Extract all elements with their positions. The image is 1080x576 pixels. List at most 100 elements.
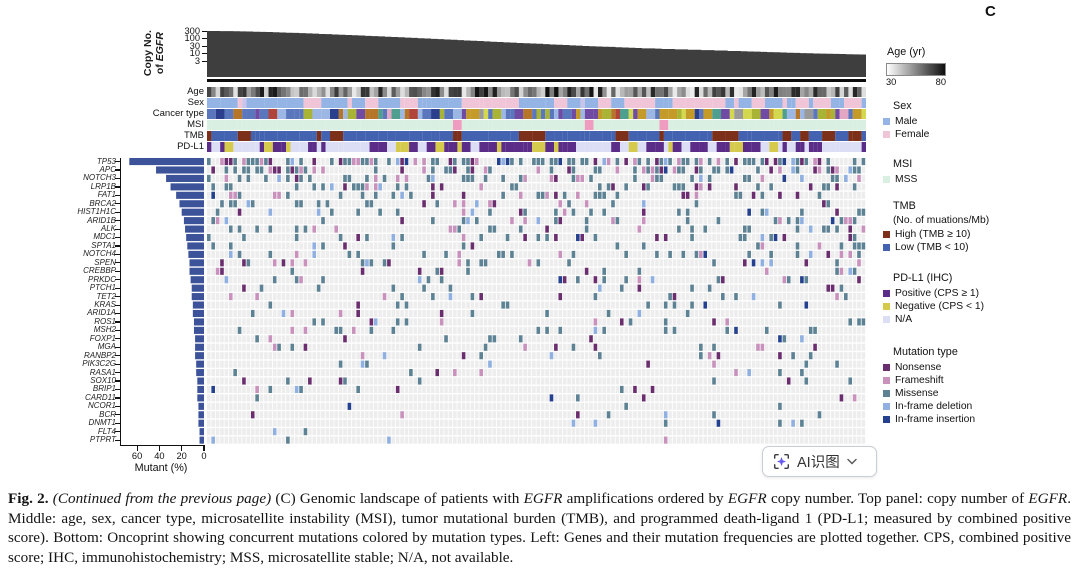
gene-label: KRAS [94, 300, 116, 309]
gene-axis-line [120, 158, 122, 445]
figure-caption: Fig. 2. (Continued from the previous pag… [8, 489, 1071, 567]
gene-tick-mark [115, 372, 121, 374]
gene-tick-mark [115, 245, 121, 247]
caption-segment: EGFR [523, 490, 563, 507]
gene-label: ROS1 [94, 316, 116, 326]
copy-ytick-mark [202, 53, 207, 55]
copy-ytick-label: 10 [189, 48, 200, 59]
caption-segment: Fig. 2. [8, 490, 49, 507]
legend-section-pd-l1-ihc-: PD-L1 (IHC) Positive (CPS ≥ 1) Negative (C… [883, 272, 984, 326]
track-label-pd-l1: PD-L1 [177, 141, 204, 152]
legend-section-mutation-type: Mutation type Nonsense Frameshift Missense I… [883, 346, 975, 426]
copy-ytick-label: 3 [194, 56, 200, 66]
legend-swatch [883, 118, 890, 125]
ai-recognize-button[interactable]: AI识图 [762, 446, 877, 477]
legend-item-label: Low (TMB < 10) [895, 242, 969, 253]
gene-tick-mark [115, 161, 121, 163]
gene-label: NCOR1 [87, 401, 116, 411]
annotation-tracks-heatmap [207, 87, 866, 152]
gene-label: MSH2 [93, 325, 116, 335]
caption-segment: EGFR [1028, 490, 1068, 507]
gene-tick-mark [115, 220, 121, 222]
gene-label: ARID1A [87, 308, 116, 318]
gene-label: NOTCH3 [83, 173, 116, 183]
bar-axis-tick-mark [158, 446, 160, 451]
bar-axis-tick-mark [136, 446, 138, 451]
gene-label: HIST1H1C [77, 207, 116, 217]
copy-ytick-mark [202, 31, 207, 33]
gene-tick-mark [115, 405, 121, 407]
legend-swatch [883, 364, 890, 371]
gene-label: RANBP2 [83, 350, 116, 360]
legend-item: Negative (CPS < 1) [883, 300, 984, 313]
gene-tick-mark [115, 338, 121, 340]
ai-button-label: AI识图 [797, 455, 840, 471]
legend-swatch [883, 290, 890, 297]
ai-scan-icon [773, 453, 790, 470]
legend-item-label: High (TMB ≥ 10) [895, 229, 971, 240]
gene-tick-mark [115, 186, 121, 188]
gene-tick-mark [115, 304, 121, 306]
age-gradient-bar [886, 63, 946, 76]
legend-section-title: MSI [893, 158, 913, 170]
legend-item-label: Positive (CPS ≥ 1) [895, 288, 980, 299]
gene-tick-mark [115, 439, 121, 441]
copy-ytick-label: 300 [184, 26, 200, 36]
legend-swatch [883, 416, 890, 423]
gene-tick-mark [115, 279, 121, 281]
gene-tick-mark [115, 329, 121, 331]
gene-tick-mark [115, 321, 121, 323]
gene-label: ALK [100, 224, 116, 234]
gene-label: PTPRT [89, 435, 116, 445]
copy-axis-label-line1: Copy No. [141, 29, 154, 77]
gene-label: CREBBP [83, 266, 116, 276]
gene-label: PRKDC [87, 274, 116, 284]
legend-item: Positive (CPS ≥ 1) [883, 287, 984, 300]
gene-tick-mark [115, 262, 121, 264]
legend-item-label: Missense [895, 388, 939, 399]
gene-label: BRIP1 [92, 384, 116, 394]
legend-section-title: Mutation type [893, 346, 958, 358]
caption-segment: . Middle: age, sex, cancer type, microsa… [8, 490, 1072, 566]
chevron-down-icon[interactable] [847, 458, 857, 465]
legend-item: Female [883, 128, 929, 141]
gene-tick-mark [115, 414, 121, 416]
caption-segment: (C) Genomic landscape of patients with [271, 490, 524, 507]
caption-segment: amplifications ordered by [562, 490, 728, 507]
gene-label: MGA [97, 342, 116, 352]
legend-item: Nonsense [883, 361, 975, 374]
gene-tick-mark [115, 422, 121, 424]
legend-item: Male [883, 115, 929, 128]
gene-tick-mark [115, 312, 121, 315]
gene-label: SPEN [94, 257, 116, 267]
mutant-percentage-bars [129, 158, 205, 444]
legend-item: In-frame deletion [883, 400, 975, 413]
legend-item: MSS [883, 173, 917, 186]
legend-section-subtitle: (No. of muations/Mb) [893, 215, 990, 226]
legend-section-msi: MSI MSS [883, 158, 917, 186]
gene-label: LRP1B [90, 181, 116, 191]
copy-ytick-label: 100 [184, 33, 200, 44]
legend-item: In-frame insertion [883, 413, 975, 426]
gene-tick-mark [115, 431, 121, 433]
gene-tick-mark [115, 355, 121, 357]
legend-item: Missense [883, 387, 975, 400]
gene-tick-mark [115, 236, 121, 239]
panel-label: C [985, 3, 996, 20]
track-label-tmb: TMB [183, 130, 204, 141]
age-min-label: 30 [886, 77, 897, 87]
legend-item-label: Male [895, 116, 918, 127]
legend-swatch [883, 231, 890, 238]
track-label-age: Age [187, 86, 204, 97]
legend-swatch [883, 390, 890, 397]
gene-tick-mark [115, 203, 121, 205]
gene-tick-mark [115, 388, 121, 391]
copy-ytick-mark [202, 61, 207, 63]
legend-item-label: Nonsense [895, 362, 942, 373]
gene-label: PIK3C2G [82, 359, 116, 369]
gene-tick-mark [115, 363, 121, 365]
gene-tick-mark [115, 380, 121, 382]
legend-item: N/A [883, 313, 984, 326]
legend-item: High (TMB ≥ 10) [883, 228, 989, 241]
